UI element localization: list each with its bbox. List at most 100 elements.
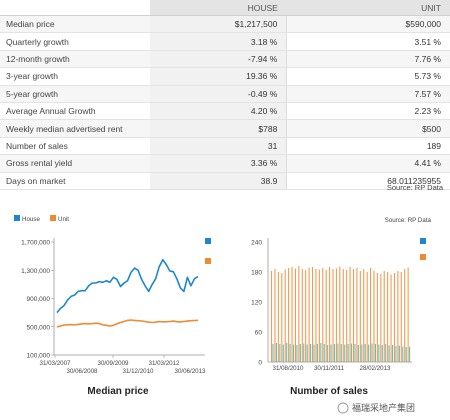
bar-house [330,344,332,362]
y-tick-label: 60 [255,330,263,337]
bar-unit [311,267,314,362]
bar-house [316,344,318,362]
cell-house: 19.36 % [150,67,288,86]
bar-unit [352,269,355,362]
bar-house [395,346,397,362]
side-swatch-house [205,238,211,244]
cell-label: 12-month growth [0,50,150,69]
bar-house [405,347,407,362]
bar-house [313,344,315,362]
bar-unit [274,269,276,362]
bar-unit [281,273,283,362]
chart-source: Source: RP Data [385,217,432,224]
bar-house [327,345,329,362]
cell-label: 5-year growth [0,85,150,103]
bar-house [385,344,387,362]
bar-unit [305,270,307,362]
bar-unit [271,271,273,362]
header-blank [0,0,150,16]
bar-house [286,343,288,362]
bar-unit [370,268,372,362]
table-row: 3-year growth 19.36 % 5.73 % [0,67,450,86]
bar-unit [407,267,409,362]
bar-house [310,344,312,362]
table-row: Median price $1,217,500 $590,000 [0,15,450,34]
bar-unit [294,268,296,362]
legend: House Unit [14,215,69,223]
cell-house: -7.94 % [150,50,288,69]
bar-house [340,344,342,362]
cell-unit: 3.51 % [286,32,450,51]
bar-unit [390,274,392,362]
cell-label: 3-year growth [0,67,150,86]
bar-unit [346,270,348,362]
cell-unit: 5.73 % [286,67,450,86]
bar-unit [277,272,279,362]
bar-house [344,344,346,362]
bar-house [381,345,383,362]
bar-unit [288,268,290,362]
bar-house [337,343,339,362]
cell-label: Weekly median advertised rent [0,119,150,138]
table-row: 12-month growth -7.94 % 7.76 % [0,50,450,69]
y-tick-label: 0 [258,360,262,367]
cell-unit: 2.23 % [286,102,450,121]
table-row: Number of sales 31 189 [0,137,450,156]
side-swatch-unit [205,258,211,264]
bar-house [282,344,284,362]
bar-unit [387,272,389,362]
cell-house: 4.20 % [150,102,288,121]
bar-house [323,344,325,362]
legend-house-swatch [14,215,20,221]
bar-unit [400,272,402,362]
watermark: 福瑞采地产集团 [337,402,415,414]
watermark-logo-icon [337,402,349,414]
table-row: Weekly median advertised rent $788 $500 [0,119,450,138]
bar-house [296,345,298,362]
cell-label: Average Annual Growth [0,102,150,121]
bar-house [354,344,356,362]
y-tick-label: 180 [251,270,262,277]
bar-house [409,346,411,362]
bar-unit [366,272,368,362]
bar-house [299,344,301,362]
x-tick-label: 31/08/2010 [273,365,305,372]
chart-title: Median price [87,386,149,397]
bar-house [289,344,291,362]
bar-unit [329,267,331,362]
bar-house [292,344,295,362]
y-tick-label: 500,000 [27,324,51,331]
bar-house [306,344,308,362]
x-tick-label: 30/09/2009 [98,360,130,367]
cell-label: Number of sales [0,137,150,156]
bar-unit [376,273,378,362]
cell-label: Quarterly growth [0,32,150,51]
bar-unit [284,269,286,362]
header-house: HOUSE [150,0,287,16]
bar-unit [301,269,303,362]
table-row: Days on market 38.9 68.011235955 [0,172,450,190]
bar-unit [335,268,337,362]
cell-unit: $500 [286,119,450,138]
bar-house [275,343,277,362]
table-row: Quarterly growth 3.18 % 3.51 % [0,32,450,51]
legend-unit-label: Unit [58,216,69,223]
bar-unit [380,274,382,362]
cell-unit: 7.76 % [286,50,450,69]
bar-house [357,345,359,362]
bar-unit [308,267,310,362]
bar-house [371,343,373,362]
cell-house: -0.49 % [150,85,288,103]
y-tick-label: 1,700,000 [21,240,50,247]
bar-house [333,344,336,362]
series-line-house [56,258,199,314]
bar-unit [325,270,327,362]
bar-house [351,343,353,362]
bar-house [374,344,377,362]
bar-house [368,344,370,362]
bar-unit [349,267,351,362]
cell-label: Gross rental yield [0,154,150,173]
cell-house: $788 [150,119,288,138]
bar-house [402,346,404,362]
